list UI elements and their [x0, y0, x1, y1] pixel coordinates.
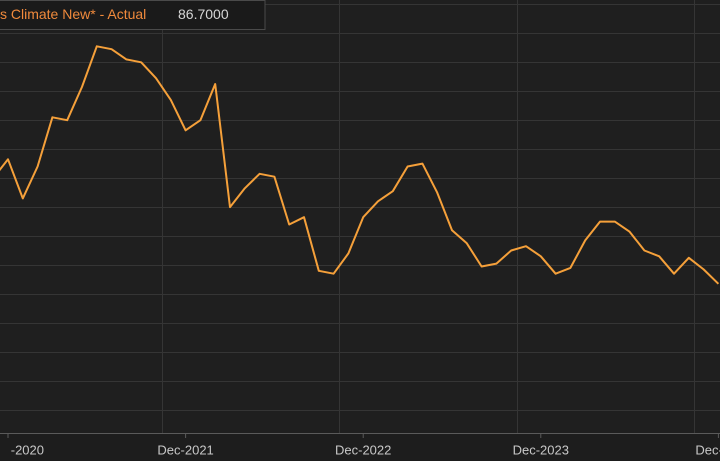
legend-label: s Climate New* - Actual [0, 6, 146, 22]
grid [0, 0, 720, 433]
series-line [0, 45, 720, 285]
plot-area [0, 0, 720, 433]
series [0, 45, 720, 285]
x-tick-label: Dec-2 [695, 442, 720, 457]
x-tick-label: Dec-2021 [157, 442, 213, 457]
legend-box [0, 0, 266, 30]
x-tick-label: -2020 [11, 442, 44, 457]
legend-value: 86.7000 [178, 6, 229, 22]
x-tick-label: Dec-2022 [335, 442, 391, 457]
x-tick-label: Dec-2023 [513, 442, 569, 457]
